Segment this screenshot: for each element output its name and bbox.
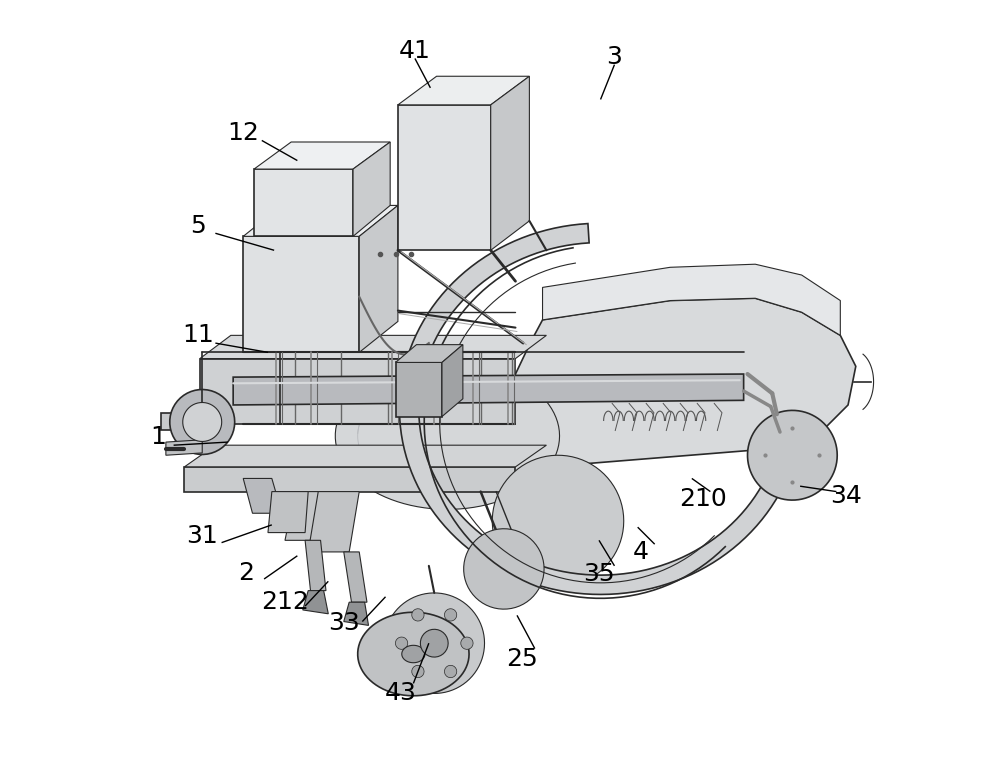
Text: 33: 33 <box>328 611 360 635</box>
Polygon shape <box>396 344 463 362</box>
Text: 43: 43 <box>385 681 417 705</box>
Polygon shape <box>184 445 546 467</box>
Polygon shape <box>402 645 425 663</box>
Polygon shape <box>444 608 457 621</box>
Polygon shape <box>243 236 359 352</box>
Polygon shape <box>254 169 353 236</box>
Polygon shape <box>384 593 485 693</box>
Polygon shape <box>243 478 282 513</box>
Polygon shape <box>344 602 369 626</box>
Polygon shape <box>442 344 463 417</box>
Polygon shape <box>170 390 235 454</box>
Polygon shape <box>398 76 529 105</box>
Polygon shape <box>396 362 442 417</box>
Polygon shape <box>492 455 624 587</box>
Text: 2: 2 <box>238 561 254 585</box>
Text: 41: 41 <box>399 39 431 63</box>
Polygon shape <box>358 612 469 696</box>
Polygon shape <box>200 358 515 425</box>
Polygon shape <box>353 142 390 236</box>
Polygon shape <box>305 541 326 590</box>
Polygon shape <box>512 298 856 467</box>
Polygon shape <box>285 492 334 541</box>
Polygon shape <box>335 362 560 509</box>
Polygon shape <box>444 665 457 678</box>
Polygon shape <box>344 552 367 602</box>
Text: 12: 12 <box>227 121 259 145</box>
Text: 210: 210 <box>679 488 727 511</box>
Text: 31: 31 <box>186 524 218 548</box>
Polygon shape <box>399 224 780 594</box>
Text: 5: 5 <box>190 213 206 238</box>
Text: 35: 35 <box>583 562 615 586</box>
Text: 34: 34 <box>831 485 862 508</box>
Polygon shape <box>233 374 744 405</box>
Text: 4: 4 <box>633 540 649 564</box>
Polygon shape <box>395 637 408 650</box>
Polygon shape <box>420 629 448 657</box>
Text: 25: 25 <box>506 647 538 671</box>
Polygon shape <box>748 411 837 500</box>
Polygon shape <box>200 335 546 358</box>
Text: 3: 3 <box>607 45 622 69</box>
Polygon shape <box>254 142 390 169</box>
Polygon shape <box>183 403 222 442</box>
Polygon shape <box>412 608 424 621</box>
Polygon shape <box>303 590 328 614</box>
Polygon shape <box>412 665 424 678</box>
Polygon shape <box>359 206 398 352</box>
Polygon shape <box>464 529 544 609</box>
Polygon shape <box>543 264 840 335</box>
Polygon shape <box>268 492 308 533</box>
Polygon shape <box>398 105 491 250</box>
Text: 212: 212 <box>261 590 309 614</box>
Polygon shape <box>308 492 359 552</box>
Polygon shape <box>461 637 473 650</box>
Text: 1: 1 <box>150 425 166 449</box>
Polygon shape <box>161 413 202 430</box>
Polygon shape <box>184 467 515 492</box>
Polygon shape <box>491 76 529 250</box>
Polygon shape <box>243 206 398 236</box>
Text: 11: 11 <box>182 323 214 347</box>
Polygon shape <box>166 440 202 455</box>
